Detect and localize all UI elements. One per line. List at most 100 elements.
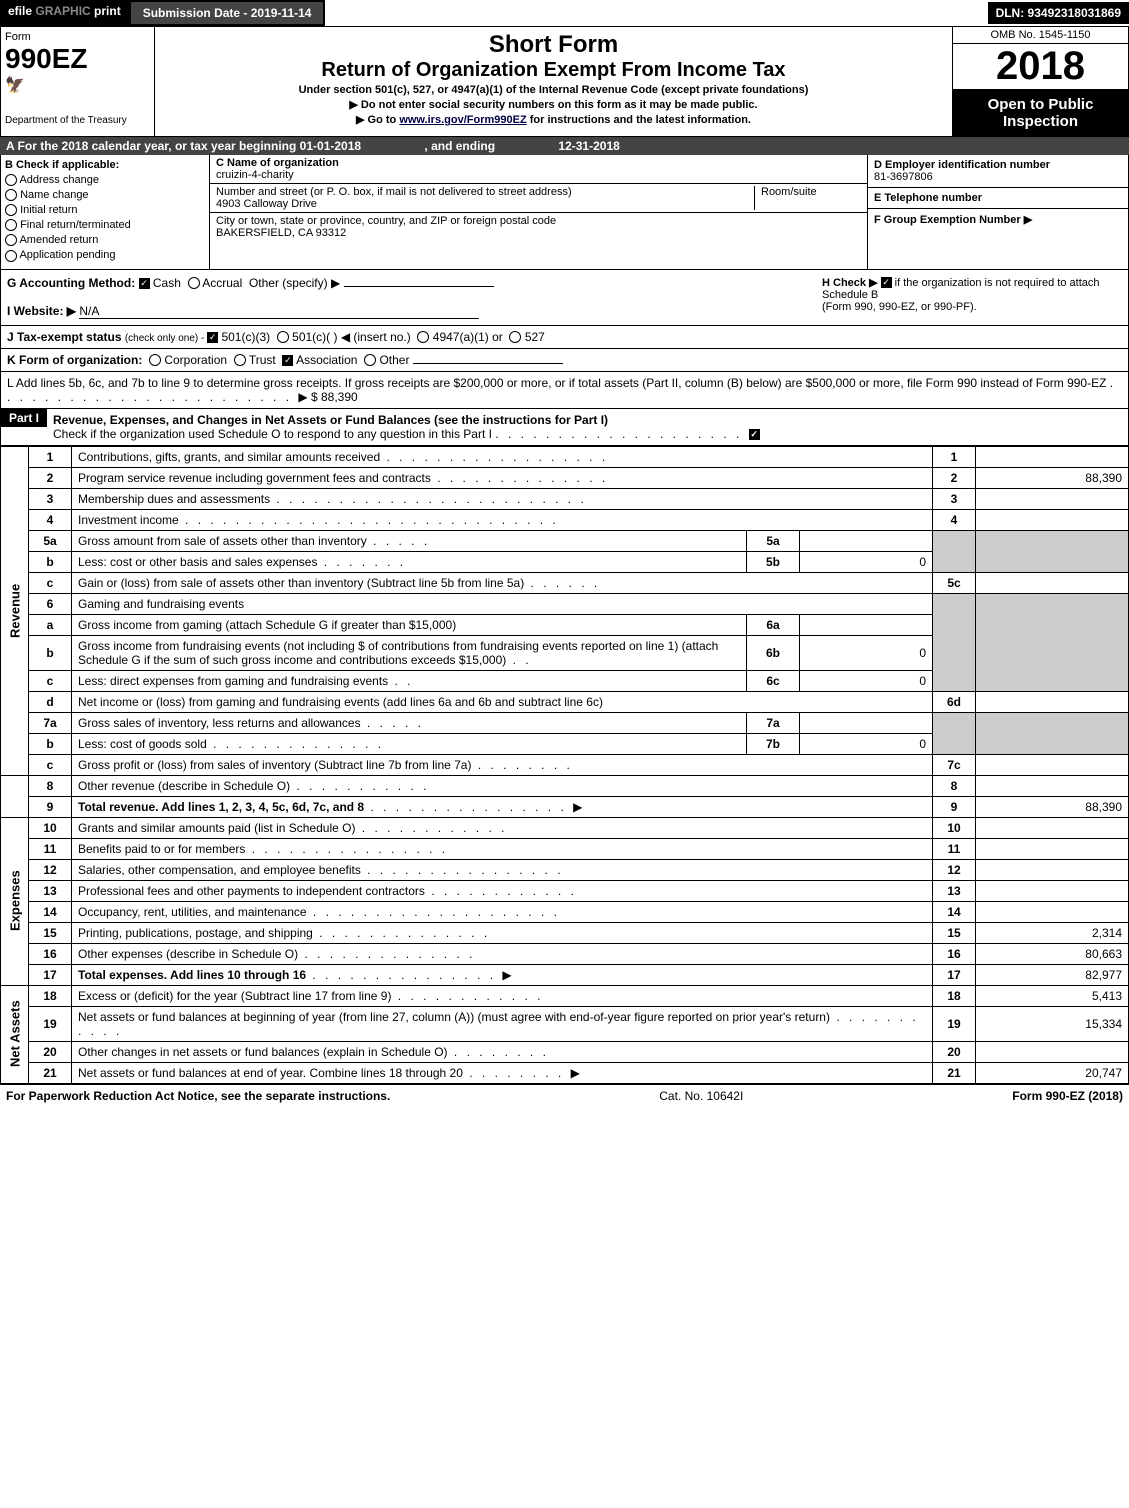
sub-num: 7b — [747, 733, 800, 754]
check-address-change[interactable]: Address change — [5, 174, 205, 186]
dots: . . . . . . . . . . . . . . . . . . . . — [495, 427, 748, 441]
line-num: 1 — [29, 446, 72, 467]
addr-label: Number and street (or P. O. box, if mail… — [216, 186, 748, 198]
e-label: E Telephone number — [874, 192, 1122, 204]
line-desc: Net income or (loss) from gaming and fun… — [78, 695, 603, 709]
return-title: Return of Organization Exempt From Incom… — [159, 59, 948, 82]
line-rval — [976, 859, 1129, 880]
line-rnum: 12 — [933, 859, 976, 880]
website-value: N/A — [79, 304, 479, 319]
footer-mid: Cat. No. 10642I — [659, 1089, 743, 1103]
line-rnum: 19 — [933, 1006, 976, 1041]
line-desc: Net assets or fund balances at beginning… — [78, 1010, 830, 1024]
check-label: Address change — [19, 174, 99, 186]
schedule-o-checkbox[interactable]: ✓ — [749, 429, 760, 440]
check-amended-return[interactable]: Amended return — [5, 234, 205, 246]
addr-value: 4903 Calloway Drive — [216, 198, 748, 210]
line-rval — [976, 901, 1129, 922]
j-501c-radio[interactable] — [277, 331, 289, 343]
check-label: Final return/terminated — [20, 219, 131, 231]
line-rnum: 15 — [933, 922, 976, 943]
part-i-label: Part I — [1, 409, 47, 427]
line-3: 3 Membership dues and assessments . . . … — [1, 488, 1129, 509]
h-checkbox[interactable]: ✓ — [881, 277, 892, 288]
line-rnum: 8 — [933, 775, 976, 796]
j-opt3: 4947(a)(1) or — [433, 330, 503, 344]
line-5a: 5a Gross amount from sale of assets othe… — [1, 530, 1129, 551]
line-num: 6 — [29, 593, 72, 614]
grey-cell — [976, 593, 1129, 691]
part-i-header: Part I Revenue, Expenses, and Changes in… — [0, 409, 1129, 446]
line-rval — [976, 509, 1129, 530]
j-527-radio[interactable] — [509, 331, 521, 343]
line-desc: Printing, publications, postage, and shi… — [78, 926, 313, 940]
cash-checkbox[interactable]: ✓ — [139, 278, 150, 289]
line-rval: 80,663 — [976, 943, 1129, 964]
section-a-end: 12-31-2018 — [558, 139, 619, 153]
k-trust-radio[interactable] — [234, 354, 246, 366]
f-label: F Group Exemption Number ▶ — [874, 213, 1122, 226]
line-num: 9 — [29, 796, 72, 817]
line-6: 6 Gaming and fundraising events — [1, 593, 1129, 614]
accrual-label: Accrual — [202, 276, 242, 290]
j-501c3-check[interactable]: ✓ — [207, 332, 218, 343]
line-num: b — [29, 635, 72, 670]
line-rnum: 7c — [933, 754, 976, 775]
line-num: 16 — [29, 943, 72, 964]
line-rval — [976, 1041, 1129, 1062]
line-desc: Other revenue (describe in Schedule O) — [78, 779, 290, 793]
part-i-check-text: Check if the organization used Schedule … — [53, 427, 492, 441]
line-rval: 82,977 — [976, 964, 1129, 985]
line-num: 8 — [29, 775, 72, 796]
part-i-title: Revenue, Expenses, and Changes in Net As… — [47, 409, 1128, 445]
line-rval: 20,747 — [976, 1062, 1129, 1083]
k-other-radio[interactable] — [364, 354, 376, 366]
sub-num: 6c — [747, 670, 800, 691]
accrual-radio[interactable] — [188, 277, 200, 289]
org-name: cruizin-4-charity — [216, 169, 861, 181]
line-num: 3 — [29, 488, 72, 509]
box-b: B Check if applicable: Address change Na… — [1, 155, 210, 269]
line-rnum: 5c — [933, 572, 976, 593]
line-desc: Gross income from gaming (attach Schedul… — [78, 618, 456, 632]
k-assoc-check[interactable]: ✓ — [282, 355, 293, 366]
line-desc: Other changes in net assets or fund bala… — [78, 1045, 448, 1059]
other-input[interactable] — [344, 286, 494, 287]
check-label: Initial return — [20, 204, 77, 216]
goto-prefix: ▶ Go to — [356, 114, 399, 126]
line-num: b — [29, 551, 72, 572]
subtitle-3: ▶ Go to www.irs.gov/Form990EZ for instru… — [159, 113, 948, 126]
line-desc: Gross income from fundraising events (no… — [78, 639, 718, 667]
subtitle-2: ▶ Do not enter social security numbers o… — [159, 98, 948, 111]
phone-cell: E Telephone number — [868, 188, 1128, 209]
ein-value: 81-3697806 — [874, 171, 1122, 183]
line-6d: d Net income or (loss) from gaming and f… — [1, 691, 1129, 712]
line-num: a — [29, 614, 72, 635]
k-other: Other — [379, 353, 409, 367]
grey-cell — [933, 530, 976, 572]
section-a-mid: , and ending — [364, 139, 558, 153]
line-desc: Occupancy, rent, utilities, and maintena… — [78, 905, 307, 919]
print-label[interactable]: print — [94, 4, 121, 18]
line-rval — [976, 817, 1129, 838]
check-application-pending[interactable]: Application pending — [5, 249, 205, 261]
j-4947-radio[interactable] — [417, 331, 429, 343]
check-name-change[interactable]: Name change — [5, 189, 205, 201]
submission-date: Submission Date - 2019-11-14 — [129, 0, 326, 26]
k-other-input[interactable] — [413, 363, 563, 364]
sub-num: 5a — [747, 530, 800, 551]
irs-link[interactable]: www.irs.gov/Form990EZ — [399, 114, 526, 126]
line-num: c — [29, 754, 72, 775]
k-corp-radio[interactable] — [149, 354, 161, 366]
sub-val: 0 — [800, 733, 933, 754]
line-num: 18 — [29, 985, 72, 1006]
line-7a: 7a Gross sales of inventory, less return… — [1, 712, 1129, 733]
check-final-return[interactable]: Final return/terminated — [5, 219, 205, 231]
line-desc: Less: direct expenses from gaming and fu… — [78, 674, 388, 688]
sub-num: 6b — [747, 635, 800, 670]
line-num: 19 — [29, 1006, 72, 1041]
line-rnum: 3 — [933, 488, 976, 509]
sub-val — [800, 712, 933, 733]
check-initial-return[interactable]: Initial return — [5, 204, 205, 216]
line-17: 17 Total expenses. Add lines 10 through … — [1, 964, 1129, 985]
